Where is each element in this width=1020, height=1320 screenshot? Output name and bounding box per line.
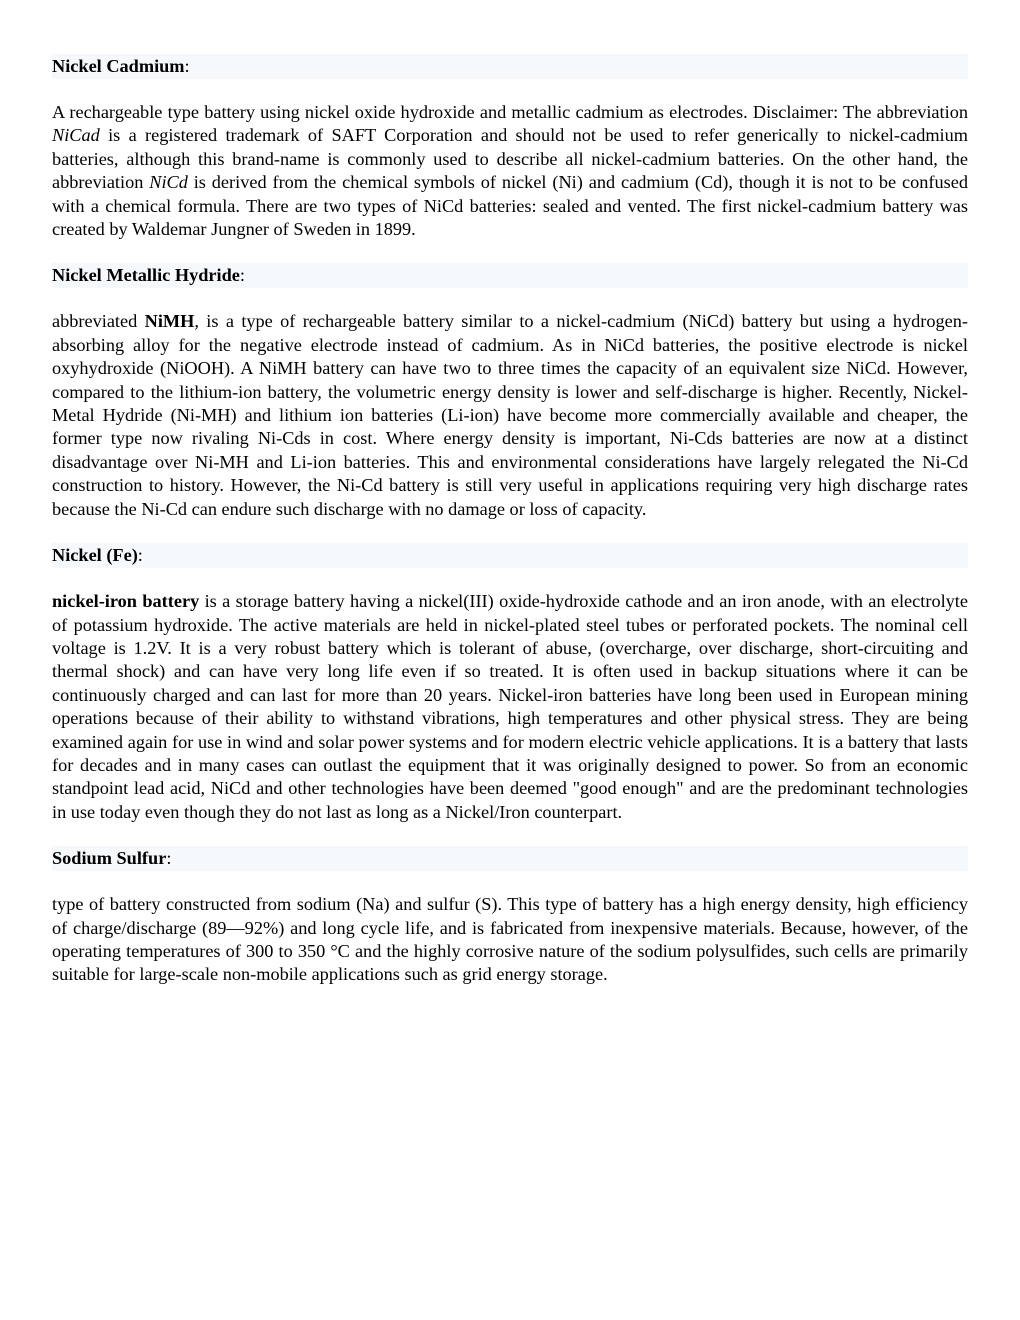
document-page: Nickel Cadmium: A rechargeable type batt… xyxy=(0,0,1020,1320)
heading-tail: : xyxy=(138,545,143,565)
heading-bold: Nickel Cadmium xyxy=(52,56,185,76)
heading-bold: Sodium Sulfur xyxy=(52,848,166,868)
body-sodium-sulfur: type of battery constructed from sodium … xyxy=(52,893,968,987)
body-text-run: NiMH xyxy=(145,311,195,331)
section-nickel-metallic-hydride: Nickel Metallic Hydride: abbreviated NiM… xyxy=(52,263,968,521)
body-text-run: is derived from the chemical symbols of … xyxy=(52,172,968,239)
body-nickel-fe: nickel-iron battery is a storage battery… xyxy=(52,590,968,824)
heading-nickel-cadmium: Nickel Cadmium: xyxy=(52,54,968,79)
body-text-run: type of battery constructed from sodium … xyxy=(52,894,968,984)
body-text-run: NiCad xyxy=(52,125,100,145)
heading-tail: : xyxy=(240,265,245,285)
section-nickel-cadmium: Nickel Cadmium: A rechargeable type batt… xyxy=(52,54,968,241)
section-nickel-fe: Nickel (Fe): nickel-iron battery is a st… xyxy=(52,543,968,824)
body-nickel-cadmium: A rechargeable type battery using nickel… xyxy=(52,101,968,241)
body-text-run: , is a type of rechargeable battery simi… xyxy=(52,311,968,518)
body-text-run: abbreviated xyxy=(52,311,145,331)
body-text-run: nickel-iron battery xyxy=(52,591,199,611)
body-nickel-metallic-hydride: abbreviated NiMH, is a type of rechargea… xyxy=(52,310,968,521)
heading-nickel-metallic-hydride: Nickel Metallic Hydride: xyxy=(52,263,968,288)
heading-bold: Nickel Metallic Hydride xyxy=(52,265,240,285)
heading-tail: : xyxy=(166,848,171,868)
body-text-run: A rechargeable type battery using nickel… xyxy=(52,102,968,122)
heading-tail: : xyxy=(185,56,190,76)
heading-bold: Nickel (Fe) xyxy=(52,545,138,565)
section-sodium-sulfur: Sodium Sulfur: type of battery construct… xyxy=(52,846,968,987)
heading-nickel-fe: Nickel (Fe): xyxy=(52,543,968,568)
heading-sodium-sulfur: Sodium Sulfur: xyxy=(52,846,968,871)
body-text-run: is a storage battery having a nickel(III… xyxy=(52,591,968,822)
body-text-run: NiCd xyxy=(149,172,188,192)
